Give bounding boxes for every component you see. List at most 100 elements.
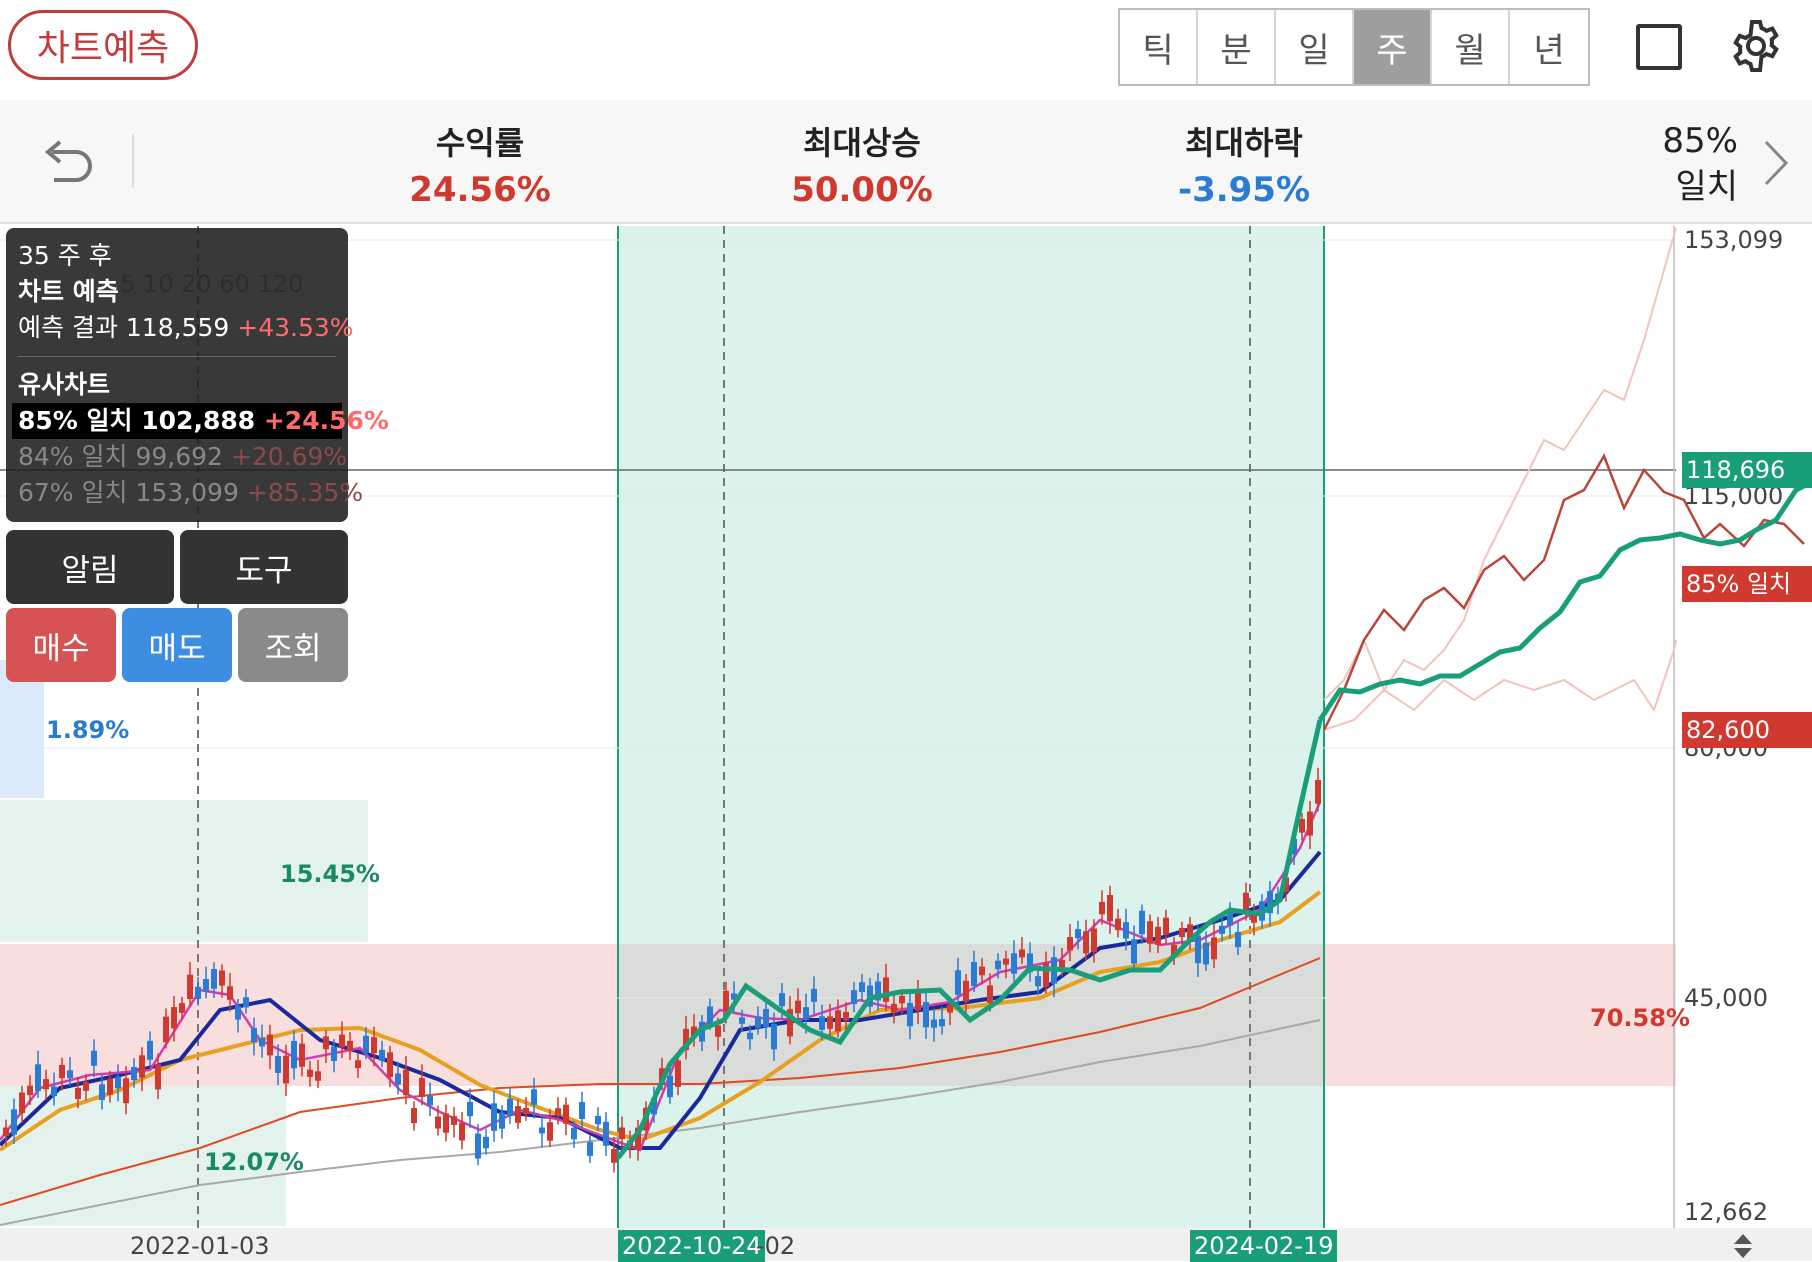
candle-body	[587, 1142, 593, 1156]
period-tab-year[interactable]: 년	[1510, 10, 1588, 84]
tooltip-similar-85[interactable]: 85% 일치 102,888 +24.56%	[12, 403, 389, 439]
fullscreen-icon[interactable]	[1636, 24, 1682, 70]
alarm-button[interactable]: 알림	[6, 530, 174, 604]
range-percent-green-upper: 15.45%	[280, 860, 380, 888]
candle-body	[123, 1078, 129, 1104]
candle-body	[1179, 927, 1185, 938]
candle-body	[651, 1098, 657, 1115]
candle-body	[283, 1055, 289, 1084]
x-axis-label-partial: -02	[756, 1232, 796, 1260]
chart-predict-button[interactable]: 차트예측	[8, 10, 198, 80]
tooltip-section-similar: 유사차트	[18, 370, 111, 399]
candle-body	[475, 1133, 481, 1159]
candle-body	[491, 1103, 497, 1131]
candle-body	[1003, 958, 1009, 965]
candle-body	[1139, 910, 1145, 935]
range-percent-red: 70.58%	[1590, 1004, 1690, 1032]
candle-body	[419, 1077, 425, 1097]
candle-body	[1067, 937, 1073, 951]
candle-body	[1115, 918, 1121, 931]
match-price-tag: 85% 일치	[1682, 566, 1812, 602]
candle-body	[1123, 922, 1129, 939]
return-metric: 수익률 24.56%	[360, 118, 600, 210]
candle-body	[611, 1148, 617, 1163]
candle-body	[451, 1116, 457, 1125]
candle-body	[203, 978, 209, 992]
period-tab-day[interactable]: 일	[1276, 10, 1354, 84]
gear-icon[interactable]	[1728, 18, 1784, 74]
candle-body	[467, 1101, 473, 1117]
candle-body	[835, 1010, 841, 1032]
candle-body	[755, 1016, 761, 1028]
candle-body	[35, 1064, 41, 1091]
period-tab-month[interactable]: 월	[1432, 10, 1510, 84]
candle-body	[43, 1079, 49, 1090]
candle-body	[995, 960, 1001, 970]
match-percent: 85%	[1662, 121, 1738, 161]
candle-body	[331, 1046, 337, 1062]
candle-body	[683, 1028, 689, 1051]
candle-body	[1059, 960, 1065, 971]
candle-body	[1147, 921, 1153, 944]
prediction-tooltip: 35 주 후 차트 예측 예측 결과 118,559 +43.53% 유사차트 …	[6, 228, 389, 522]
candle-body	[371, 1037, 377, 1054]
candle-body	[803, 1007, 809, 1020]
candle-body	[363, 1035, 369, 1053]
candle-body	[1299, 818, 1305, 833]
candle-body	[99, 1084, 105, 1101]
candle-body	[891, 1003, 897, 1014]
similar-84-change: +20.69%	[230, 442, 348, 471]
candle-body	[939, 1018, 945, 1027]
tooltip-prediction-label: 예측 결과	[18, 313, 118, 342]
period-tab-tick[interactable]: 틱	[1120, 10, 1198, 84]
match-path-line	[616, 719, 1323, 1160]
max-rise-value: 50.00%	[791, 170, 933, 210]
period-tab-week[interactable]: 주	[1354, 10, 1432, 84]
candle-body	[779, 993, 785, 1007]
candle-body	[859, 982, 865, 992]
match-indicator[interactable]: 85% 일치	[1662, 118, 1738, 210]
tooltip-similar-84[interactable]: 84% 일치 99,692 +20.69%	[18, 439, 347, 475]
candle-body	[67, 1070, 73, 1079]
tooltip-prediction-row: 예측 결과 118,559 +43.53%	[18, 310, 354, 346]
candle-body	[979, 966, 985, 976]
x-axis-label-match-end: 2024-02-19	[1190, 1230, 1338, 1262]
candle-body	[507, 1098, 513, 1117]
candle-body	[75, 1087, 81, 1100]
period-tab-minute[interactable]: 분	[1198, 10, 1276, 84]
sell-button[interactable]: 매도	[122, 608, 232, 682]
undo-icon[interactable]	[36, 130, 98, 192]
candle-body	[1035, 976, 1041, 987]
prediction-price-tag: 118,696	[1682, 452, 1812, 488]
similar-85-price: 102,888	[141, 406, 256, 435]
tooltip-similar-67[interactable]: 67% 일치 153,099 +85.35%	[18, 475, 363, 511]
candle-body	[355, 1060, 361, 1069]
candle-body	[851, 990, 857, 1005]
candle-body	[1211, 937, 1217, 960]
candle-body	[347, 1040, 353, 1051]
candle-body	[1019, 949, 1025, 958]
similar-85-change: +24.56%	[263, 406, 389, 435]
candle-body	[403, 1069, 409, 1096]
candle-body	[307, 1069, 313, 1077]
price-chart[interactable]	[0, 226, 1812, 1261]
chevron-right-icon[interactable]	[1760, 138, 1792, 188]
similar-chart-67-line	[1323, 227, 1677, 701]
buy-button[interactable]: 매수	[6, 608, 116, 682]
candle-body	[763, 1008, 769, 1028]
tools-button[interactable]: 도구	[180, 530, 348, 604]
tooltip-section-prediction: 차트 예측	[18, 277, 119, 306]
inquire-button[interactable]: 조회	[238, 608, 348, 682]
candle-body	[1091, 928, 1097, 953]
candle-body	[563, 1104, 569, 1124]
candle-body	[731, 993, 737, 1000]
candle-body	[1251, 914, 1257, 923]
candle-body	[947, 1004, 953, 1013]
range-zone-green-upper	[0, 800, 368, 942]
candle-body	[1187, 924, 1193, 940]
candle-body	[443, 1113, 449, 1133]
scroll-arrows-icon[interactable]	[1728, 1232, 1758, 1260]
candle-body	[1235, 932, 1241, 948]
candle-body	[315, 1071, 321, 1081]
candle-body	[1227, 912, 1233, 926]
